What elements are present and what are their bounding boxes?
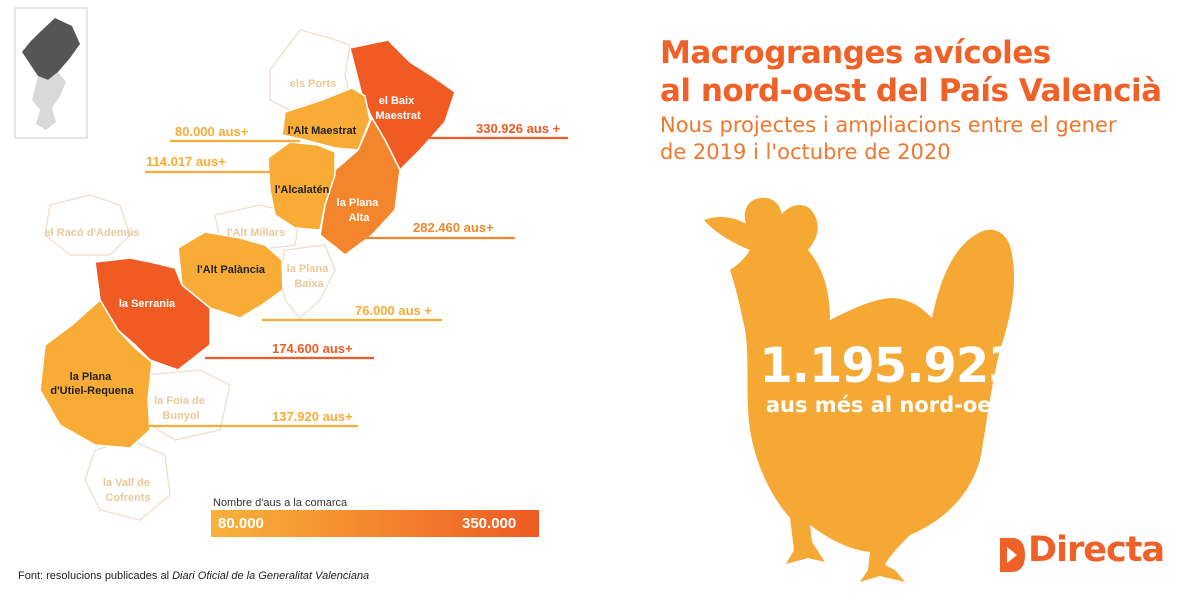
comarques-map: 330.926 aus + 80.000 aus+ 114.017 aus+ 2…	[14, 7, 568, 521]
label-baix-maestrat: el Baix Maestrat	[375, 95, 421, 122]
label-plana-baixa-line2: Baixa	[294, 278, 324, 290]
ports-outline	[269, 29, 351, 111]
title-line1: Macrogranges avícoles	[660, 35, 1051, 71]
page-title: Macrogranges avícoles al nord-oest del P…	[660, 34, 1162, 110]
title-line2: al nord-oest del País Valencià	[660, 73, 1162, 109]
callout-alt-palancia: 76.000 aus +	[355, 303, 432, 318]
label-foia-bunyol-line2: Bunyol	[162, 410, 199, 422]
total-birds-caption: aus més al nord-oest	[765, 393, 1015, 417]
callout-alt-maestrat: 80.000 aus+	[175, 124, 249, 139]
label-plana-utiel-line1: la Plana	[70, 371, 112, 383]
page-subtitle: Nous projectes i ampliacions entre el ge…	[660, 112, 1117, 166]
source-prefix: Font: resolucions publicades al	[18, 570, 173, 582]
label-plana-alta: la Plana Alta	[337, 197, 382, 224]
subtitle-line2: de 2019 i l'octubre de 2020	[660, 140, 951, 164]
label-plana-utiel: la Plana d'Utiel-Requena	[50, 371, 134, 397]
label-foia-bunyol-line1: la Foia de	[154, 395, 205, 407]
label-alt-maestrat: l'Alt Maestrat	[288, 125, 357, 137]
source-note: Font: resolucions publicades al Diari Of…	[18, 570, 369, 582]
label-alcalaten: l'Alcalatén	[275, 184, 330, 196]
callout-plana-alta: 282.460 aus+	[413, 220, 494, 235]
label-plana-alta-line2: Alta	[349, 212, 371, 224]
legend-max-label: 350.000	[462, 515, 517, 532]
label-plana-baixa: la Plana Baixa	[287, 263, 332, 290]
label-plana-baixa-line1: la Plana	[287, 263, 329, 275]
callout-lines	[145, 136, 568, 428]
label-serrania: la Serrania	[119, 298, 176, 310]
directa-logo-icon	[1000, 538, 1025, 572]
brand-name: Directa	[1028, 530, 1165, 570]
label-plana-alta-line1: la Plana	[337, 197, 379, 209]
inset-south	[32, 72, 66, 130]
callout-serrania: 174.600 aus+	[272, 341, 353, 356]
label-vall-cofrents-line1: la Vall de	[103, 477, 150, 489]
label-ports: els Ports	[290, 78, 336, 90]
subtitle-line1: Nous projectes i ampliacions entre el ge…	[660, 113, 1117, 137]
comarca-plana-alta	[319, 116, 401, 256]
callout-baix-maestrat: 330.926 aus +	[476, 121, 561, 136]
label-baix-maestrat-line2: Maestrat	[375, 110, 421, 122]
comarca-plana-utiel	[39, 298, 153, 449]
legend-gradient	[211, 510, 539, 537]
label-vall-cofrents-line2: Cofrents	[105, 492, 150, 504]
label-baix-maestrat-line1: el Baix	[379, 95, 415, 107]
callout-alcalaten: 114.017 aus+	[146, 154, 226, 169]
comarca-alcalaten	[267, 141, 336, 231]
label-plana-utiel-line2: d'Utiel-Requena	[50, 385, 134, 397]
legend-title: Nombre d'aus a la comarca	[213, 497, 348, 509]
total-birds-value: 1.195.923	[759, 338, 1021, 394]
callout-plana-utiel: 137.920 aus+	[272, 409, 353, 424]
label-raco-ademus: el Racó d'Ademús	[45, 227, 140, 239]
label-alt-palancia: l'Alt Palància	[197, 264, 266, 276]
label-foia-bunyol: la Foia de Bunyol	[154, 395, 208, 422]
legend-min-label: 80.000	[218, 515, 264, 532]
raco-ademus-outline	[44, 194, 131, 256]
source-publication: Diari Oficial de la Generalitat Valencia…	[172, 570, 370, 582]
label-vall-cofrents: la Vall de Cofrents	[103, 477, 153, 504]
hen-icon	[704, 197, 1015, 583]
locator-inset	[14, 7, 88, 139]
label-alt-millars: l'Alt Millars	[227, 227, 285, 239]
inset-north	[22, 18, 80, 80]
